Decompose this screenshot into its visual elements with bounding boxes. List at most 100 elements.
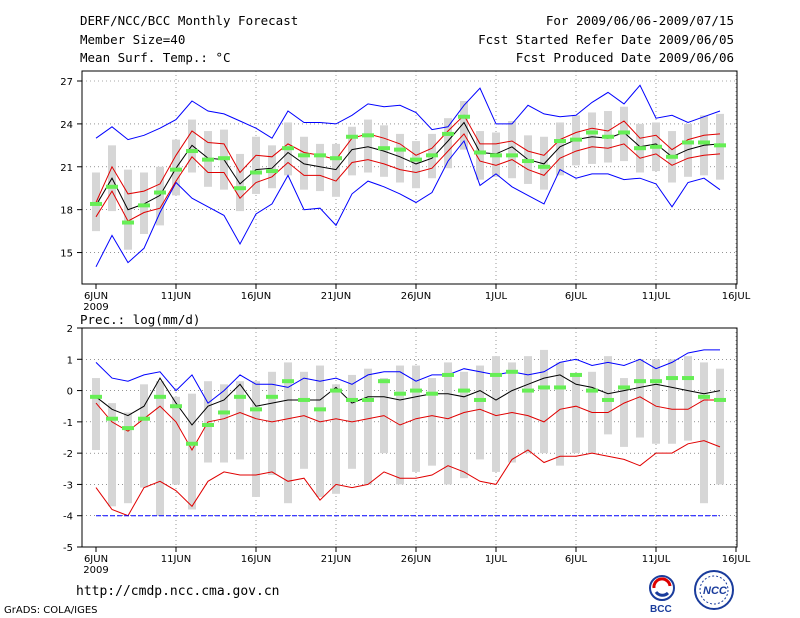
panel1-xtick-label: 6JUN [84, 291, 108, 302]
panel1-member-marker [346, 134, 358, 139]
panel1-member-marker [250, 170, 262, 175]
bcc-logo: BCC [649, 575, 675, 615]
panel1-member-marker [554, 139, 566, 144]
panel1-member-marker [394, 147, 406, 152]
ncc-logo: NCC [694, 570, 734, 610]
panel1-member-marker [218, 156, 230, 161]
panel2-ytick-label: 1 [67, 355, 73, 366]
panel2-spread-box [108, 403, 116, 507]
panel2-xtick-label: 21JUN [321, 554, 351, 565]
panel2-line-max [95, 349, 720, 404]
panel2-member-marker [314, 407, 326, 412]
panel2-spread-box [636, 359, 644, 438]
panel1-xtick-label: 11JUL [642, 291, 671, 302]
panel1-spread-box [588, 112, 596, 164]
panel1-member-marker [90, 201, 102, 206]
panel2-member-marker [410, 388, 422, 393]
panel1-spread-box [364, 119, 372, 173]
panel2-spread-box [556, 362, 564, 466]
panel1-spread-box [476, 131, 484, 180]
panel2-spread-box [92, 378, 100, 451]
panel1-spread-box [348, 126, 356, 176]
panel2-spread-box [236, 381, 244, 460]
panel2-member-marker [698, 394, 710, 399]
panel1-member-marker [666, 154, 678, 159]
panel2-member-marker [554, 385, 566, 390]
panel1-xtick-label: 11JUN [161, 291, 191, 302]
panel1-line-lower [95, 133, 721, 222]
panel1-line-max [95, 139, 721, 268]
panel2-spread-box [668, 359, 676, 444]
panel2-member-marker [106, 416, 118, 421]
panel1-xtick-label: 1JUL [485, 291, 508, 302]
panel2-member-marker [218, 410, 230, 415]
panel2-member-marker [282, 379, 294, 384]
panel1-frame [81, 70, 738, 285]
bcc-logo-text: BCC [650, 604, 672, 615]
panel2-xtick-label: 11JUN [161, 554, 191, 565]
panel1-ytick-label: 15 [60, 249, 73, 260]
ncc-logo-text: NCC [703, 585, 728, 597]
panel2-xtick-label: 16JUN [241, 554, 271, 565]
panel2-ytick-label: 0 [67, 387, 73, 398]
panel1-member-marker [298, 153, 310, 158]
panel2-member-marker [122, 426, 134, 431]
panel1-member-marker [106, 184, 118, 189]
panel1-member-marker [122, 220, 134, 225]
panel2-spread-box [284, 362, 292, 504]
panel1-member-marker [378, 146, 390, 151]
panel2-spread-box [252, 381, 260, 497]
panel2-spread-box [428, 378, 436, 466]
panel1-xtick-label: 26JUN [401, 291, 431, 302]
panel2-member-marker [266, 394, 278, 399]
variable-label: Mean Surf. Temp.: °C [80, 50, 231, 65]
source-url: http://cmdp.ncc.cma.gov.cn [76, 584, 280, 599]
panel1-spread-box [556, 122, 564, 176]
panel2-spread-box [460, 371, 468, 479]
panel1-member-marker [138, 203, 150, 208]
panel2-ytick-label: -1 [63, 418, 73, 429]
panel1-xtick-label: 6JUL [565, 291, 588, 302]
panel1-spread-box [444, 118, 452, 169]
panel2-member-marker [90, 394, 102, 399]
panel1-member-marker [586, 130, 598, 135]
panel1-spread-box [508, 121, 516, 179]
panel2-member-marker [506, 369, 518, 374]
panel2-spread-box [620, 378, 628, 447]
panel2-member-marker [650, 379, 662, 384]
panel1-member-marker [602, 134, 614, 139]
panel2-spread-box [684, 356, 692, 441]
panel2-spread-box [364, 368, 372, 485]
panel2-spread-box [300, 371, 308, 469]
panel2-xtick-label: 11JUL [642, 554, 671, 565]
panel2-member-marker [186, 441, 198, 446]
panel2-xtick-label: 26JUN [401, 554, 431, 565]
panel1-member-marker [202, 157, 214, 162]
panel1-spread-box [396, 133, 404, 183]
panel2-member-marker [234, 394, 246, 399]
panel2-spread-box [492, 356, 500, 472]
panel2-ytick-label: 2 [67, 324, 73, 335]
panel2-spread-box [604, 356, 612, 435]
panel2-member-marker [538, 385, 550, 390]
panel1-member-marker [282, 146, 294, 151]
panel2-member-marker [170, 404, 182, 409]
panel2-member-marker [714, 397, 726, 402]
panel1-member-marker [234, 186, 246, 191]
chart-title: DERF/NCC/BCC Monthly Forecast [80, 13, 299, 28]
panel2-member-marker [522, 388, 534, 393]
panel2-member-marker [474, 397, 486, 402]
panel2-ytick-label: -5 [63, 543, 73, 554]
panel1-line-mean [95, 121, 721, 211]
grads-credit: GrADS: COLA/IGES [4, 605, 98, 616]
panel2-member-marker [362, 397, 374, 402]
panel2-member-marker [426, 391, 438, 396]
panel2-xtick-label: 6JUN [84, 554, 108, 565]
panel2-ytick-label: -3 [63, 480, 73, 491]
panel2-member-marker [202, 422, 214, 427]
panel2-member-marker [618, 385, 630, 390]
panel1-member-marker [170, 167, 182, 172]
panel1-member-marker [634, 146, 646, 151]
panel1-member-marker [490, 153, 502, 158]
panel1-member-marker [410, 157, 422, 162]
